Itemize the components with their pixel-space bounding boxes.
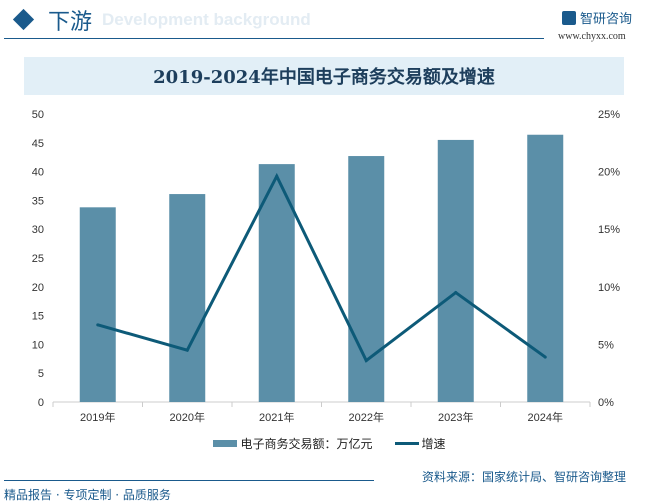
y2-tick-label: 0%: [598, 397, 614, 409]
x-tick-label: 2023年: [438, 410, 473, 424]
growth-point: [543, 355, 547, 359]
legend-swatch-bar: [213, 440, 238, 447]
y2-tick-label: 15%: [598, 224, 620, 236]
source-note: 资料来源：国家统计局、智研咨询整理: [422, 470, 627, 484]
y-tick-label: 15: [32, 311, 44, 323]
y-tick-label: 20: [32, 282, 44, 294]
x-tick-label: 2019年: [80, 410, 115, 424]
bar: [169, 194, 206, 402]
chart-title: 2019-2024年中国电子商务交易额及增速: [153, 67, 495, 88]
y-tick-label: 45: [32, 138, 44, 150]
y-tick-label: 5: [38, 368, 44, 380]
legend-label-line: 增速: [421, 437, 446, 451]
y2-tick-label: 25%: [598, 109, 620, 121]
y2-tick-label: 5%: [598, 339, 614, 351]
legend: 电子商务交易额：万亿元 增速: [0, 435, 659, 452]
legend-swatch-line: [394, 442, 419, 445]
growth-line: [97, 172, 547, 363]
x-tick-label: 2020年: [170, 410, 205, 424]
growth-point: [96, 323, 100, 327]
y-tick-label: 25: [32, 253, 44, 265]
x-tick-label: 2021年: [259, 410, 294, 424]
y-tick-label: 30: [32, 224, 44, 236]
growth-point: [185, 348, 189, 352]
bar: [348, 156, 385, 402]
y-tick-label: 35: [32, 195, 44, 207]
bar: [437, 139, 474, 403]
header-divider: [4, 38, 544, 39]
growth-point: [364, 359, 368, 363]
logo-url: www.chyxx.com: [558, 31, 626, 42]
x-tick-label: 2024年: [528, 410, 563, 424]
legend-item-line: 增速: [394, 435, 446, 452]
y-tick-label: 0: [38, 397, 44, 409]
logo-text: 智研咨询: [580, 12, 633, 27]
logo: 智研咨询: [562, 8, 632, 27]
bar: [527, 134, 564, 402]
y2-tick-label: 10%: [598, 282, 620, 294]
section-subtitle: Development background: [102, 10, 311, 29]
legend-item-bar: 电子商务交易额：万亿元: [213, 435, 373, 452]
section-title: 下游: [48, 10, 93, 35]
legend-label-bar: 电子商务交易额：万亿元: [240, 437, 373, 451]
growth-point: [275, 174, 279, 178]
chart-title-bar: 2019-2024年中国电子商务交易额及增速: [24, 57, 624, 95]
x-tick-label: 2022年: [349, 410, 384, 424]
y-tick-label: 40: [32, 167, 44, 179]
y-tick-label: 10: [32, 339, 44, 351]
footer-divider: [4, 480, 374, 481]
bar: [79, 207, 116, 402]
y2-tick-label: 20%: [598, 167, 620, 179]
growth-point: [454, 291, 458, 295]
footer-tagline: 精品报告 · 专项定制 · 品质服务: [4, 488, 171, 502]
logo-icon: [562, 10, 576, 25]
y-tick-label: 50: [32, 109, 44, 121]
